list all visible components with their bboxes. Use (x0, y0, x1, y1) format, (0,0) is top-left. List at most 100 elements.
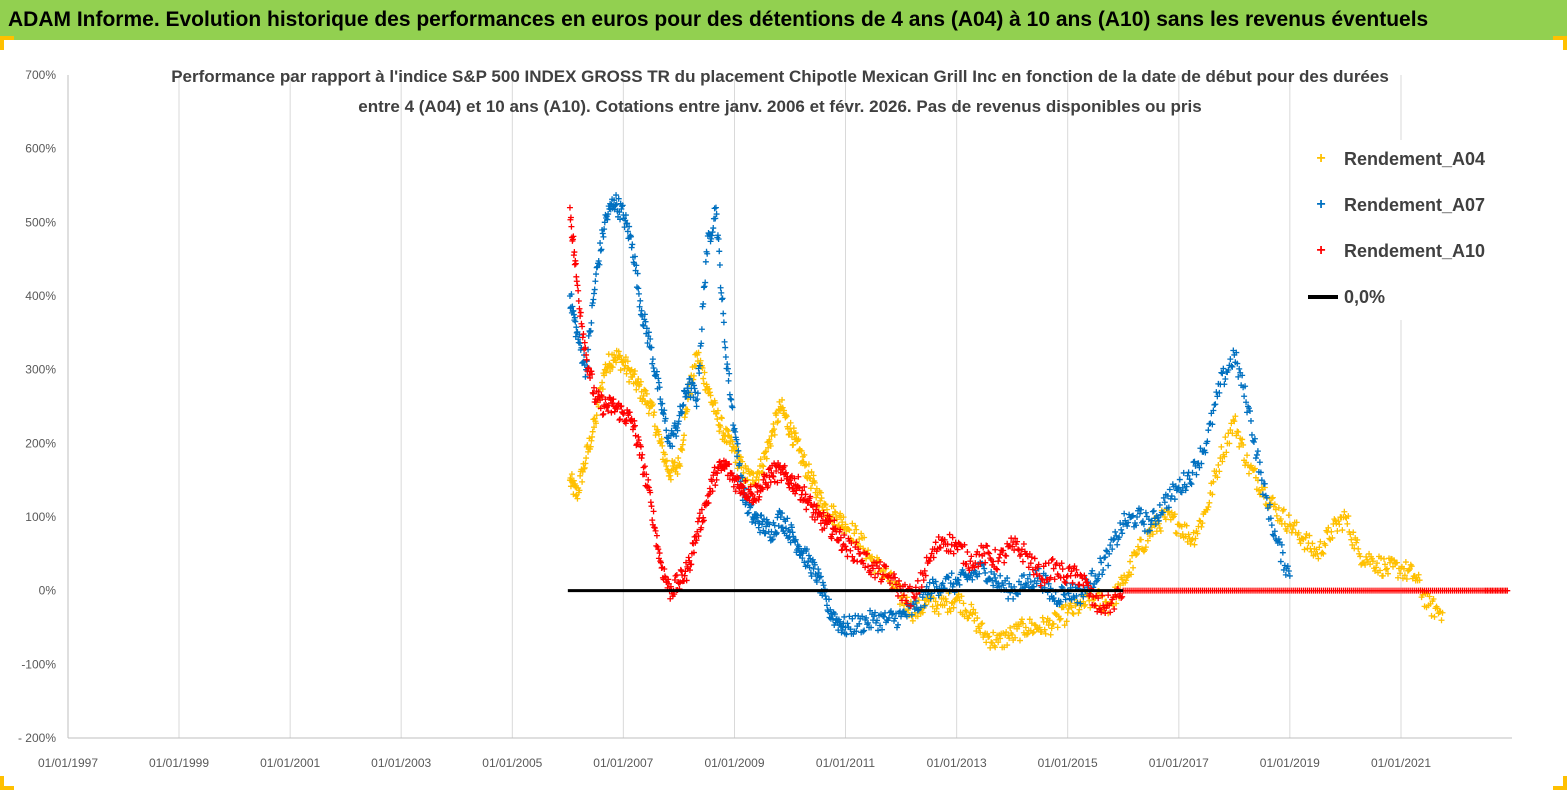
data-point (733, 436, 740, 443)
data-point (695, 533, 702, 540)
data-point (922, 601, 929, 608)
data-point (851, 557, 858, 564)
data-point (798, 447, 805, 454)
data-point (969, 611, 976, 618)
data-point (610, 396, 617, 403)
data-point (1215, 461, 1222, 468)
data-point (813, 578, 820, 585)
data-point (1279, 507, 1286, 514)
data-point (705, 499, 712, 506)
data-point (1157, 527, 1164, 534)
data-point (920, 577, 927, 584)
data-point (680, 401, 687, 408)
data-point (1057, 615, 1064, 622)
data-point (991, 571, 998, 578)
data-point (641, 463, 648, 470)
data-point (1502, 587, 1509, 594)
data-point (570, 311, 577, 318)
data-point (986, 550, 993, 557)
data-point (1172, 529, 1179, 536)
data-point (1269, 531, 1276, 538)
data-point (1438, 617, 1445, 624)
data-point (695, 365, 702, 372)
data-point (623, 370, 630, 377)
data-point (678, 410, 685, 417)
data-point (659, 442, 666, 449)
data-point (593, 420, 600, 427)
data-point (587, 443, 594, 450)
legend-item-a07: + Rendement_A07 (1308, 190, 1485, 220)
data-point (581, 339, 588, 346)
data-point (902, 597, 909, 604)
data-point (785, 535, 792, 542)
data-point (1258, 477, 1265, 484)
data-point (1077, 600, 1084, 607)
data-point (1176, 476, 1183, 483)
data-point (822, 501, 829, 508)
data-point (1218, 443, 1225, 450)
data-point (1156, 524, 1163, 531)
data-point (1185, 531, 1192, 538)
data-point (615, 195, 622, 202)
data-point (691, 533, 698, 540)
legend-item-a10: + Rendement_A10 (1308, 236, 1485, 266)
data-point (609, 196, 616, 203)
data-point (599, 379, 606, 386)
data-point (1012, 634, 1019, 641)
data-point (944, 609, 951, 616)
data-point (758, 512, 765, 519)
data-point (1108, 600, 1115, 607)
data-point (1235, 373, 1242, 380)
data-point (574, 282, 581, 289)
data-point (785, 425, 792, 432)
series-rendement-a07 (566, 192, 1293, 638)
data-point (1244, 452, 1251, 459)
data-point (669, 443, 676, 450)
data-point (861, 627, 868, 634)
data-point (619, 202, 626, 209)
data-point (996, 583, 1003, 590)
data-point (674, 470, 681, 477)
data-point (947, 608, 954, 615)
data-point (709, 229, 716, 236)
data-point (700, 284, 707, 291)
data-point (941, 536, 948, 543)
data-point (1133, 552, 1140, 559)
data-point (807, 493, 814, 500)
data-point (904, 607, 911, 614)
data-point (729, 438, 736, 445)
data-point (1071, 563, 1078, 570)
data-point (585, 365, 592, 372)
data-point (1289, 526, 1296, 533)
data-point (889, 611, 896, 618)
data-point (1118, 594, 1125, 601)
data-point (1209, 421, 1216, 428)
data-point (662, 458, 669, 465)
data-point (1091, 602, 1098, 609)
data-point (734, 473, 741, 480)
data-point (1048, 593, 1055, 600)
data-point (647, 499, 654, 506)
data-point (1205, 427, 1212, 434)
data-point (1112, 528, 1119, 535)
data-point (644, 483, 651, 490)
data-point (801, 462, 808, 469)
data-point (763, 448, 770, 455)
data-point (832, 525, 839, 532)
data-point (722, 354, 729, 361)
data-point (645, 476, 652, 483)
data-point (651, 409, 658, 416)
data-point (655, 428, 662, 435)
data-point (622, 212, 629, 219)
data-point (702, 258, 709, 265)
data-point (1035, 561, 1042, 568)
data-point (1141, 546, 1148, 553)
data-point (663, 457, 670, 464)
data-point (935, 611, 942, 618)
data-point (660, 411, 667, 418)
data-point (1301, 546, 1308, 553)
data-point (642, 318, 649, 325)
data-point (1061, 578, 1068, 585)
data-point (690, 372, 697, 379)
data-point (1251, 435, 1258, 442)
